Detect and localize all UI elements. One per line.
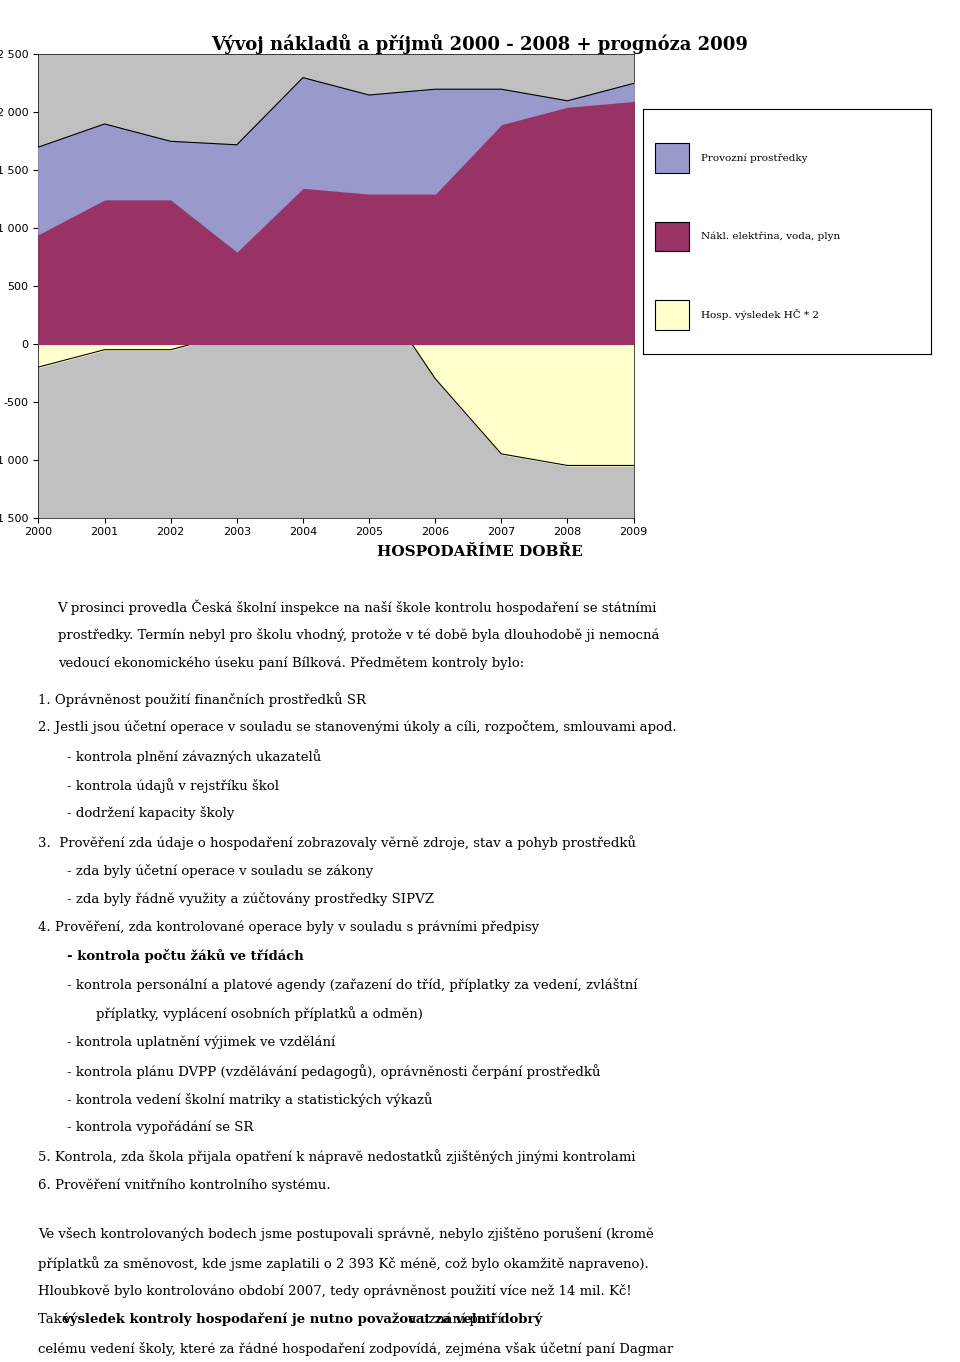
Text: 3.  Prověření zda údaje o hospodaření zobrazovaly věrně zdroje, stav a pohyb pro: 3. Prověření zda údaje o hospodaření zob…	[38, 835, 636, 850]
Text: - kontrola počtu žáků ve třídách: - kontrola počtu žáků ve třídách	[67, 949, 304, 963]
Text: Vývoj nákladů a příjmů 2000 - 2008 + prognóza 2009: Vývoj nákladů a příjmů 2000 - 2008 + pro…	[211, 34, 749, 54]
Text: Provozní prostředky: Provozní prostředky	[701, 154, 807, 162]
Text: - dodržení kapacity školy: - dodržení kapacity školy	[67, 806, 234, 820]
Text: - kontrola plnění závazných ukazatelů: - kontrola plnění závazných ukazatelů	[67, 749, 322, 764]
Text: 2. Jestli jsou účetní operace v souladu se stanovenými úkoly a cíli, rozpočtem, : 2. Jestli jsou účetní operace v souladu …	[38, 720, 677, 734]
Text: příplatků za směnovost, kde jsme zaplatili o 2 393 Kč méně, což bylo okamžitě na: příplatků za směnovost, kde jsme zaplati…	[38, 1256, 649, 1271]
Text: Hosp. výsledek HČ * 2: Hosp. výsledek HČ * 2	[701, 309, 819, 320]
Text: Hloubkově bylo kontrolováno období 2007, tedy oprávněnost použití více než 14 mi: Hloubkově bylo kontrolováno období 2007,…	[38, 1284, 632, 1298]
Text: 1. Oprávněnost použití finančních prostředků SR: 1. Oprávněnost použití finančních prostř…	[38, 692, 367, 707]
Bar	[655, 300, 689, 330]
Text: celému vedení školy, které za řádné hospodaření zodpovídá, zejména však účetní p: celému vedení školy, které za řádné hosp…	[38, 1342, 674, 1355]
Text: - zda byly řádně využity a zúčtovány prostředky SIPVZ: - zda byly řádně využity a zúčtovány pro…	[67, 892, 434, 906]
Text: - kontrola vypořádání se SR: - kontrola vypořádání se SR	[67, 1121, 253, 1135]
Text: prostředky. Termín nebyl pro školu vhodný, protože v té době byla dlouhodobě ji : prostředky. Termín nebyl pro školu vhodn…	[58, 628, 660, 642]
Text: Nákl. elektřina, voda, plyn: Nákl. elektřina, voda, plyn	[701, 232, 840, 241]
Text: - kontrola vedení školní matriky a statistických výkazů: - kontrola vedení školní matriky a stati…	[67, 1092, 433, 1107]
Text: 4. Prověření, zda kontrolované operace byly v souladu s právními předpisy: 4. Prověření, zda kontrolované operace b…	[38, 921, 540, 934]
Text: - kontrola uplatnění výjimek ve vzdělání: - kontrola uplatnění výjimek ve vzdělání	[67, 1035, 335, 1049]
Text: HOSPODAŘÍME DOBŘE: HOSPODAŘÍME DOBŘE	[377, 545, 583, 558]
Text: vedoucí ekonomického úseku paní Bílková. Předmětem kontroly bylo:: vedoucí ekonomického úseku paní Bílková.…	[58, 656, 524, 670]
Text: - kontrola údajů v rejstříku škol: - kontrola údajů v rejstříku škol	[67, 778, 279, 793]
Text: - kontrola personální a platové agendy (zařazení do tříd, příplatky za vedení, z: - kontrola personální a platové agendy (…	[67, 978, 637, 992]
Text: - kontrola plánu DVPP (vzdělávání pedagogů), oprávněnosti čerpání prostředků: - kontrola plánu DVPP (vzdělávání pedago…	[67, 1064, 601, 1079]
Bar	[655, 222, 689, 251]
Text: a uznání patří: a uznání patří	[404, 1313, 502, 1327]
Text: výsledek kontroly hospodaření je nutno považovat za velmi dobrý: výsledek kontroly hospodaření je nutno p…	[62, 1313, 542, 1327]
Text: příplatky, vyplácení osobních příplatků a odměn): příplatky, vyplácení osobních příplatků …	[96, 1007, 422, 1022]
Bar	[655, 143, 689, 173]
Text: - zda byly účetní operace v souladu se zákony: - zda byly účetní operace v souladu se z…	[67, 864, 373, 877]
Text: Ve všech kontrolovaných bodech jsme postupovali správně, nebylo zjištěno porušen: Ve všech kontrolovaných bodech jsme post…	[38, 1227, 654, 1241]
Text: V prosinci provedla Česká školní inspekce na naší škole kontrolu hospodaření se : V prosinci provedla Česká školní inspekc…	[58, 599, 657, 614]
Text: Také: Také	[38, 1313, 74, 1327]
Text: 6. Prověření vnitřního kontrolního systému.: 6. Prověření vnitřního kontrolního systé…	[38, 1178, 331, 1192]
Text: 5. Kontrola, zda škola přijala opatření k nápravě nedostatků zjištěných jinými k: 5. Kontrola, zda škola přijala opatření …	[38, 1150, 636, 1165]
